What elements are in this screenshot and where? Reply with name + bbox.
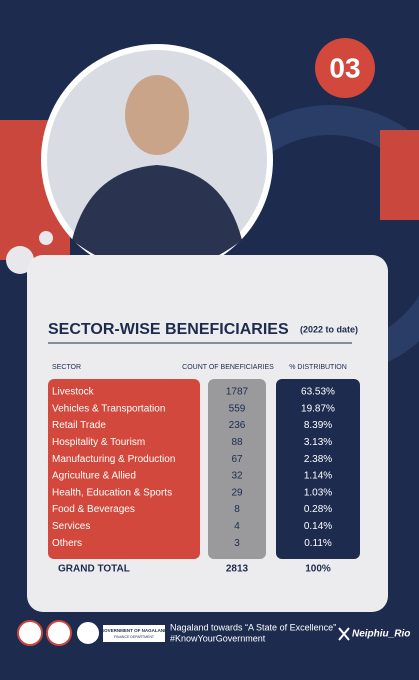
table-cell: Retail Trade bbox=[52, 420, 106, 431]
table-cell: 559 bbox=[229, 403, 246, 414]
photo-figure bbox=[125, 75, 189, 155]
percent-panel bbox=[276, 379, 360, 559]
table-cell: 88 bbox=[231, 437, 243, 448]
table: SECTOR COUNT OF BENEFICIARIES % DISTRIBUTI… bbox=[52, 364, 347, 575]
sector-panel bbox=[48, 379, 200, 559]
table-cell: 4 bbox=[234, 521, 240, 532]
table-cell: 67 bbox=[231, 454, 243, 465]
table-cell: 0.11% bbox=[304, 538, 332, 549]
subtitle: (2022 to date) bbox=[300, 324, 358, 334]
decor-dot bbox=[39, 231, 53, 245]
tagline: Nagaland towards “A State of Excellence” bbox=[170, 622, 336, 632]
table-cell: 0.28% bbox=[304, 504, 332, 515]
logo bbox=[17, 620, 43, 646]
table-cell: 3 bbox=[234, 538, 240, 549]
decor-dot bbox=[6, 246, 34, 274]
table-cell: 29 bbox=[231, 487, 243, 498]
table-cell: 19.87% bbox=[301, 403, 335, 414]
x-logo bbox=[338, 627, 350, 641]
column-header: % DISTRIBUTION bbox=[289, 364, 347, 371]
table-cell: 0.14% bbox=[304, 521, 332, 532]
logo-text: GOVERNMENT OF NAGALAND bbox=[101, 628, 168, 633]
table-cell: 1.03% bbox=[304, 487, 332, 498]
column-header: COUNT OF BENEFICIARIES bbox=[182, 364, 274, 371]
table-cell: Livestock bbox=[52, 387, 95, 398]
total-cell: GRAND TOTAL bbox=[58, 564, 130, 575]
table-cell: 32 bbox=[231, 471, 243, 482]
table-cell: Health, Education & Sports bbox=[52, 487, 172, 498]
logo-text: FINANCE DEPARTMENT bbox=[114, 635, 155, 639]
logo bbox=[75, 620, 101, 646]
decor-red bbox=[380, 130, 419, 220]
table-cell: Services bbox=[52, 521, 90, 532]
table-cell: Hospitality & Tourism bbox=[52, 437, 145, 448]
logo bbox=[103, 625, 165, 642]
table-cell: Food & Beverages bbox=[52, 504, 135, 515]
table-cell: 2.38% bbox=[304, 454, 332, 465]
table-cell: 8 bbox=[234, 504, 240, 515]
table-cell: Agriculture & Allied bbox=[52, 471, 136, 482]
table-cell: 3.13% bbox=[304, 437, 332, 448]
badge bbox=[315, 38, 375, 98]
photo-figure bbox=[72, 165, 242, 272]
column-header: SECTOR bbox=[52, 364, 81, 371]
table-cell: 1787 bbox=[226, 387, 249, 398]
table-cell: Vehicles & Transportation bbox=[52, 403, 165, 414]
handle: Neiphiu_Rio bbox=[352, 629, 410, 640]
table-cell: 1.14% bbox=[304, 471, 332, 482]
table-cell: 63.53% bbox=[301, 387, 335, 398]
table-cell: Manufacturing & Production bbox=[52, 454, 175, 465]
table-cell: 8.39% bbox=[304, 420, 332, 431]
footer: GOVERNMENT OF NAGALAND FINANCE DEPARTMEN… bbox=[17, 620, 410, 646]
table-cell: Others bbox=[52, 538, 82, 549]
badge-number: 03 bbox=[329, 52, 360, 83]
table-cell: 236 bbox=[229, 420, 246, 431]
logo bbox=[46, 620, 72, 646]
count-panel bbox=[208, 379, 266, 559]
total-cell: 100% bbox=[305, 564, 331, 575]
title: SECTOR-WISE BENEFICIARIES bbox=[48, 321, 289, 338]
total-cell: 2813 bbox=[226, 564, 249, 575]
hashtag: #KnowYourGovernment bbox=[170, 633, 266, 643]
